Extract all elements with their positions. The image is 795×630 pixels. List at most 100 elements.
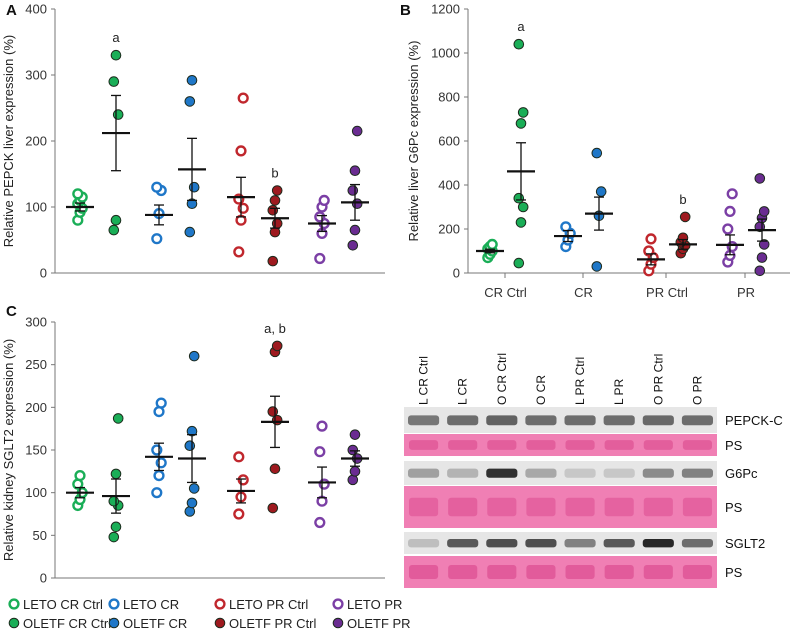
chart-a-data-point: [318, 194, 330, 207]
blot-row-label: SGLT2: [725, 536, 765, 551]
chart-c-data-point: [110, 468, 122, 480]
ponceau-lane: [682, 497, 712, 517]
chart-b-y-axis-label: Relative liver G6Pc expression (%): [406, 41, 421, 242]
chart-b-data-point: [515, 118, 527, 129]
blot-band: [603, 415, 635, 426]
chart-a-group-6: [308, 194, 336, 265]
chart-c-data-point: [184, 440, 196, 452]
legend-label: OLETF CR Ctrl: [23, 616, 111, 630]
blot-band: [447, 468, 479, 478]
blot-lane-label: L CR: [456, 378, 470, 405]
chart-a-tick-label: 0: [40, 266, 47, 281]
chart-a-data-point: [349, 165, 361, 176]
chart-c-data-point: [347, 474, 359, 486]
blot-lane-label: L PR: [612, 378, 626, 405]
chart-c-data-point: [186, 497, 198, 509]
blot-row-label: PS: [725, 565, 743, 580]
chart-a-data-point: [235, 145, 247, 157]
chart-c-tick-label: 50: [33, 528, 47, 543]
chart-c-data-point: [184, 506, 196, 517]
blot-band: [564, 468, 596, 478]
chart-a-group-3: [178, 74, 206, 238]
chart-a-data-point: [186, 74, 198, 86]
chart-a-group-0: [66, 188, 94, 226]
legend-marker: [8, 617, 20, 629]
chart-c-data-point: [314, 446, 326, 458]
chart-b-group-1: [507, 38, 535, 269]
ponceau-lane: [487, 497, 517, 517]
chart-c-tick-label: 150: [25, 443, 47, 458]
chart-b-data-point: [513, 38, 525, 50]
ponceau-lane: [487, 440, 517, 450]
blot-band: [681, 415, 713, 426]
chart-a-tick-label: 100: [25, 200, 47, 215]
blot-membrane: [404, 532, 717, 554]
chart-a-data-point: [347, 239, 359, 251]
chart-b-tick-label: 1200: [431, 2, 460, 17]
legend-marker: [332, 617, 344, 629]
chart-a-data-point: [347, 185, 359, 196]
chart-b-group-3: [585, 147, 613, 272]
chart-a-tick-label: 200: [25, 134, 47, 149]
chart-a-group-5: [261, 185, 289, 267]
blot-lane-label: L CR Ctrl: [417, 356, 431, 405]
panel-label-c: C: [6, 303, 17, 320]
chart-b-tick-label: 0: [453, 266, 460, 281]
ponceau-lane: [604, 497, 634, 517]
blot-band: [603, 539, 635, 548]
ponceau-stain: [404, 434, 717, 456]
chart-c-data-point: [74, 470, 86, 482]
ponceau-lane: [682, 440, 712, 450]
blot-band: [681, 539, 713, 548]
blot-row-3: PS: [404, 486, 743, 528]
legend-label: LETO CR Ctrl: [23, 597, 103, 612]
chart-a-significance-label: b: [271, 166, 278, 181]
ponceau-lane: [487, 564, 517, 580]
chart-c-data-point: [233, 451, 245, 463]
chart-b-category-label: CR: [574, 285, 593, 300]
chart-a-data-point: [237, 92, 249, 104]
blot-band: [564, 539, 596, 548]
legend-label: LETO PR Ctrl: [229, 597, 308, 612]
blot-band: [564, 415, 596, 426]
chart-c-data-point: [188, 350, 200, 362]
legend-label: OLETF PR: [347, 616, 411, 630]
chart-c-group-5: [261, 340, 289, 514]
chart-c-data-point: [271, 340, 283, 352]
chart-a-data-point: [108, 76, 120, 87]
chart-c-data-point: [110, 521, 122, 533]
chart-b-group-0: [476, 238, 504, 264]
ponceau-lane: [409, 440, 439, 450]
chart-b-significance-label: b: [679, 192, 686, 207]
chart-c-group-7: [341, 429, 369, 486]
chart-a-data-point: [110, 49, 122, 61]
chart-b-data-point: [486, 238, 498, 251]
blot-membrane: [404, 461, 717, 485]
chart-a-data-point: [351, 125, 363, 137]
chart-a-data-point: [271, 218, 283, 229]
chart-b-group-2: [554, 221, 582, 253]
ponceau-lane: [409, 497, 439, 517]
legend-label: OLETF CR: [123, 616, 187, 630]
chart-b-data-point: [517, 107, 529, 118]
chart-c-data-point: [349, 466, 361, 477]
chart-b-category-label: CR Ctrl: [484, 285, 527, 300]
blot-band: [603, 468, 635, 478]
ponceau-lane: [604, 564, 634, 580]
chart-c-data-point: [349, 429, 361, 440]
chart-b-data-point: [515, 217, 527, 228]
chart-b-significance-label: a: [517, 19, 525, 34]
chart-c-data-point: [233, 508, 245, 520]
chart-a-group-2: [145, 181, 173, 245]
chart-a-y-axis-label: Relative PEPCK liver expression (%): [1, 35, 16, 247]
chart-c-data-point: [108, 531, 120, 543]
blot-band: [525, 468, 557, 478]
western-blot: L CR Ctrl L CR O CR Ctrl O CR L PR Ctrl L PR O…: [404, 353, 783, 588]
chart-c-tick-label: 300: [25, 315, 47, 330]
chart-a-data-point: [188, 181, 200, 193]
blot-band: [486, 468, 518, 478]
chart-b-category-label: PR: [737, 285, 755, 300]
chart-b-tick-label: 800: [438, 90, 460, 105]
blot-band: [486, 415, 518, 426]
chart-a-group-7: [341, 125, 369, 251]
